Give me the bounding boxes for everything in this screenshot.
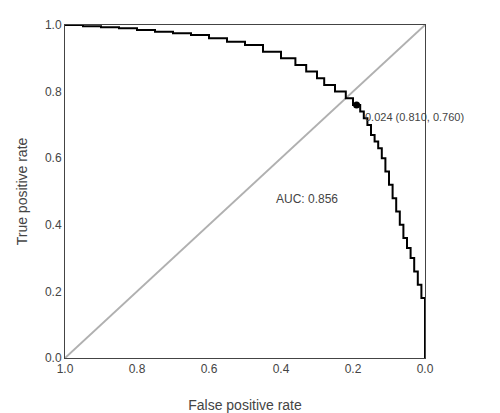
svg-text:0.6: 0.6 (201, 362, 218, 376)
svg-text:1.0: 1.0 (45, 18, 62, 32)
svg-text:False positive rate: False positive rate (188, 397, 302, 413)
svg-text:AUC: 0.856: AUC: 0.856 (276, 192, 338, 206)
svg-text:0.024 (0.810, 0.760): 0.024 (0.810, 0.760) (365, 111, 464, 123)
svg-text:0.6: 0.6 (45, 151, 62, 165)
svg-text:0.8: 0.8 (45, 85, 62, 99)
svg-text:0.0: 0.0 (417, 362, 434, 376)
svg-text:0.2: 0.2 (345, 362, 362, 376)
svg-text:0.4: 0.4 (273, 362, 290, 376)
svg-text:0.2: 0.2 (45, 285, 62, 299)
svg-text:0.0: 0.0 (45, 351, 62, 365)
svg-text:1.0: 1.0 (57, 362, 74, 376)
svg-text:0.4: 0.4 (45, 218, 62, 232)
svg-text:0.8: 0.8 (129, 362, 146, 376)
svg-text:True positive rate: True positive rate (14, 137, 30, 245)
